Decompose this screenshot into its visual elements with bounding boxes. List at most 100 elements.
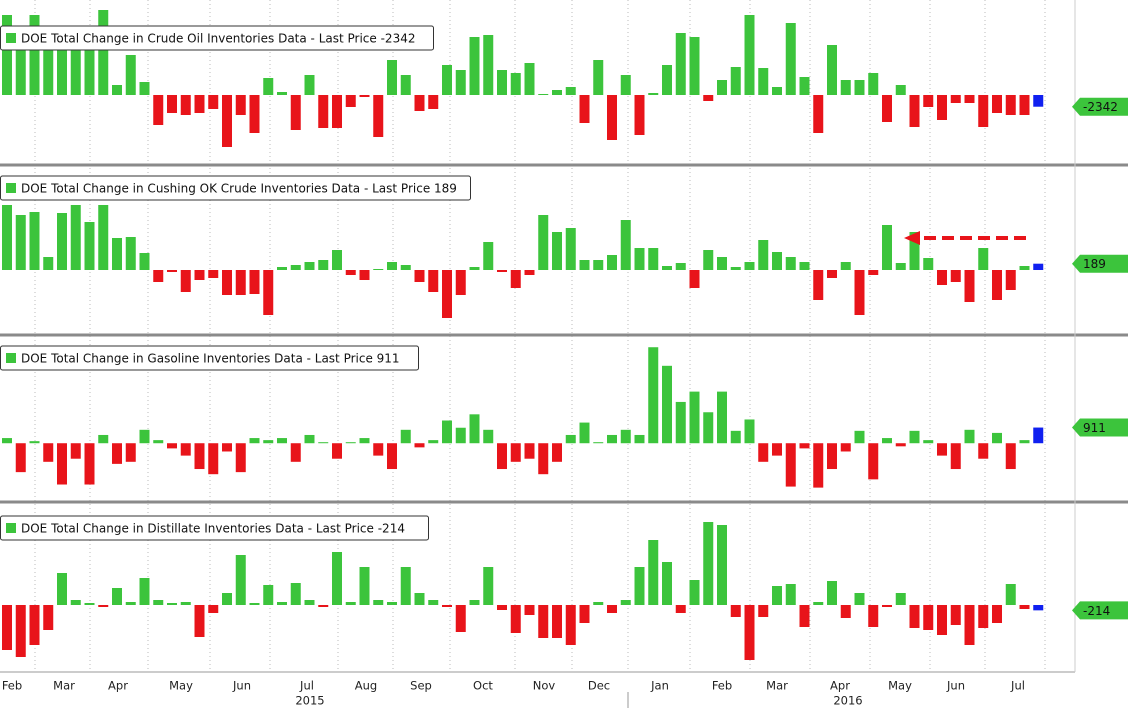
bar [992, 270, 1002, 300]
legend: DOE Total Change in Distillate Inventori… [0, 515, 429, 541]
bar [813, 443, 824, 488]
bar [235, 555, 246, 605]
price-tag-label: 911 [1083, 421, 1106, 435]
bar [648, 347, 659, 444]
bar [634, 248, 645, 270]
bar [235, 270, 246, 295]
bar [304, 262, 315, 270]
bar [249, 603, 260, 605]
bar [717, 391, 727, 444]
bar [469, 37, 480, 95]
legend-box [0, 515, 429, 541]
bar [1005, 95, 1016, 115]
x-tick-label: Aug [355, 679, 377, 693]
bar [744, 15, 755, 95]
bar [662, 266, 672, 270]
bar [70, 443, 81, 459]
bar [125, 443, 136, 462]
bar [387, 60, 397, 95]
bar [222, 443, 232, 452]
bar [565, 434, 576, 444]
price-tag [1072, 601, 1128, 620]
bar [730, 605, 741, 617]
bar [277, 92, 287, 95]
bar [909, 605, 920, 628]
bar [29, 212, 40, 270]
bar [483, 242, 494, 270]
panel-bars [2, 10, 1044, 147]
bar [70, 600, 81, 605]
bar [57, 50, 67, 95]
bar [345, 602, 356, 605]
x-tick-label: Apr [830, 679, 850, 693]
bar [167, 270, 177, 272]
x-tick-label: May [888, 679, 912, 693]
bar [43, 257, 54, 270]
bar [57, 573, 67, 605]
bar [2, 438, 12, 444]
bar [2, 205, 12, 270]
legend-text: DOE Total Change in Distillate Inventori… [21, 522, 405, 536]
bar [827, 443, 837, 470]
legend: DOE Total Change in Crude Oil Inventorie… [0, 25, 434, 51]
bar [29, 15, 40, 95]
legend: DOE Total Change in Cushing OK Crude Inv… [0, 175, 471, 201]
bar [304, 600, 315, 605]
bar [758, 68, 769, 95]
bar [428, 440, 439, 444]
bar [593, 442, 604, 444]
bar [263, 78, 274, 95]
bar [950, 605, 961, 625]
legend-swatch [6, 33, 16, 43]
bar [607, 95, 617, 140]
bar [442, 65, 452, 95]
legend-swatch [6, 523, 16, 533]
bar [1033, 263, 1044, 270]
x-tick-label: May [169, 679, 193, 693]
bar [909, 95, 920, 127]
bar [373, 95, 384, 137]
bar [895, 443, 906, 447]
bar [840, 80, 851, 95]
bar [277, 602, 287, 605]
bar [455, 70, 466, 95]
bar [332, 443, 342, 459]
bar [373, 443, 384, 456]
bar [538, 94, 549, 95]
panel-bars [2, 522, 1044, 660]
bar [98, 605, 109, 607]
bar [208, 270, 219, 278]
bar [675, 263, 686, 270]
bar [497, 70, 507, 95]
bar [139, 82, 150, 95]
bar [552, 232, 562, 270]
bar [772, 87, 782, 95]
bar [304, 434, 315, 444]
bar [1033, 95, 1044, 107]
bar [222, 593, 232, 605]
bar [730, 67, 741, 95]
bar [923, 440, 934, 444]
bar [854, 593, 865, 605]
bar [98, 10, 109, 95]
bar [153, 440, 164, 444]
bar [813, 270, 824, 300]
bar [43, 443, 54, 462]
bar [387, 262, 397, 270]
bar [689, 37, 700, 95]
bar [717, 257, 727, 270]
bar [840, 605, 851, 618]
bar [98, 434, 109, 444]
bar [235, 443, 246, 473]
bar [703, 95, 714, 101]
bar [1019, 95, 1030, 115]
bar [180, 270, 191, 292]
bar [937, 443, 947, 456]
bar [565, 87, 576, 95]
bar [882, 225, 892, 270]
bar [290, 265, 301, 270]
x-tick-label: Mar [766, 679, 788, 693]
bar [208, 605, 219, 613]
x-tick-label: Sep [410, 679, 432, 693]
